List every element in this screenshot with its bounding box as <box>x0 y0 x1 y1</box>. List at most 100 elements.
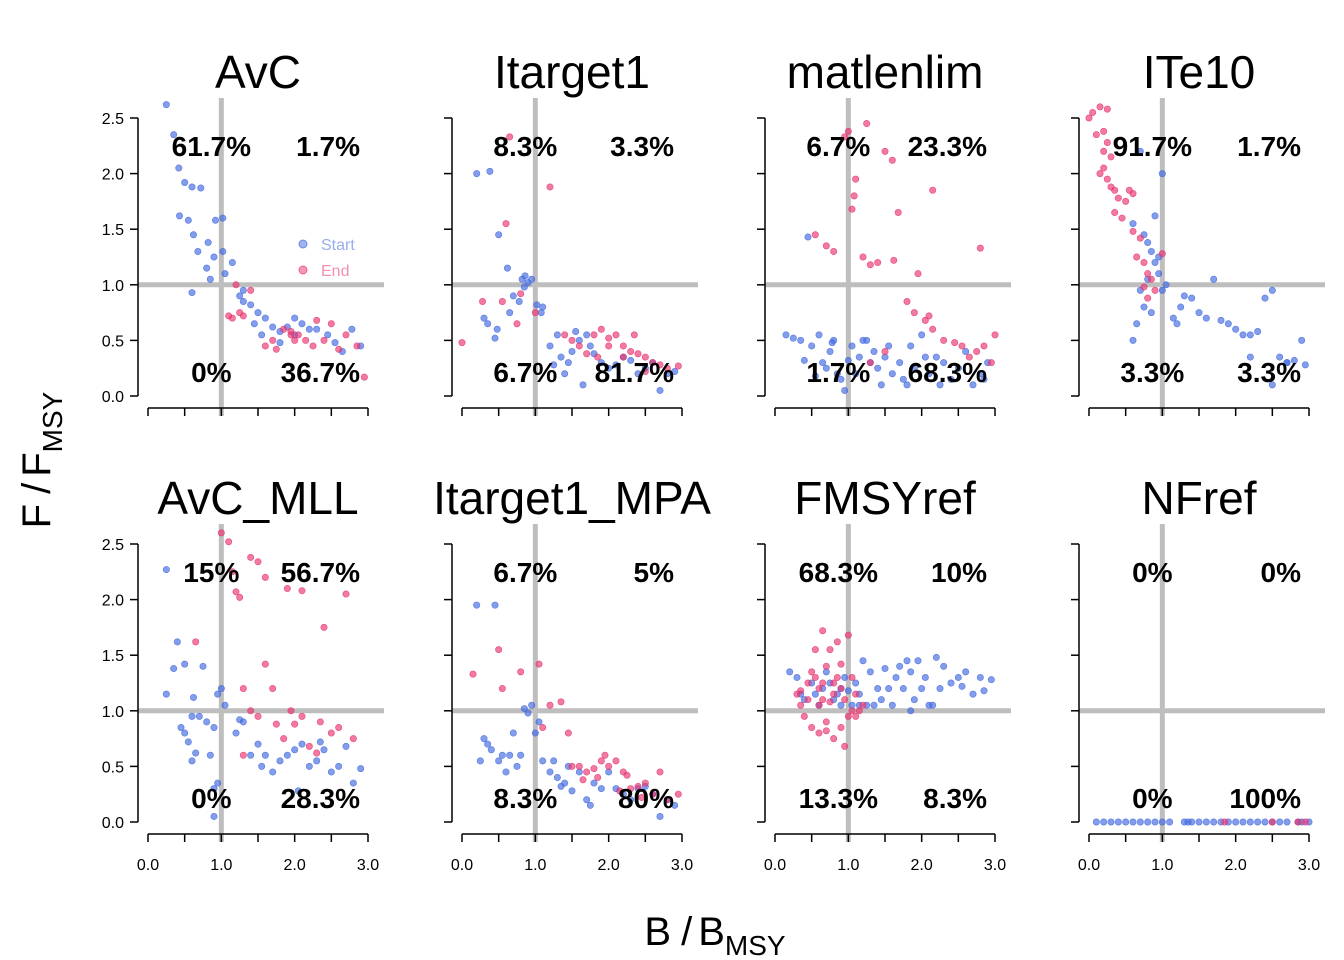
points-group <box>1085 103 1309 389</box>
start-point <box>918 685 926 693</box>
start-point <box>808 342 816 350</box>
quadrant-label-bottom-right: 100% <box>1229 783 1301 814</box>
end-point <box>1100 147 1108 155</box>
end-point <box>342 590 350 598</box>
y-tick-label: 0.5 <box>102 759 124 776</box>
end-point <box>605 762 613 770</box>
start-point <box>509 292 517 300</box>
points-group <box>458 133 682 394</box>
end-point <box>513 320 521 328</box>
start-point <box>1151 212 1159 220</box>
start-point <box>294 787 302 795</box>
end-point <box>228 568 236 576</box>
start-point <box>1246 353 1254 361</box>
end-point <box>822 662 830 670</box>
start-point <box>247 751 255 759</box>
end-point <box>269 336 277 344</box>
points-group <box>469 601 682 820</box>
end-point <box>1136 234 1144 242</box>
start-point <box>327 768 335 776</box>
start-point <box>918 331 926 339</box>
end-point <box>605 342 613 350</box>
start-point <box>1232 325 1240 333</box>
start-point <box>976 673 984 681</box>
quadrant-label-bottom-right: 28.3% <box>281 783 360 814</box>
end-point <box>517 668 525 676</box>
legend-marker-end <box>298 265 308 275</box>
end-point <box>844 712 852 720</box>
start-point <box>877 381 885 389</box>
panel-AvC: AvC 0.0 0.5 1.0 1.5 2.0 2.5 61.7% 1.7% 0% 36.7% Sta… <box>102 46 384 416</box>
end-point <box>517 290 525 298</box>
end-point <box>583 350 591 358</box>
end-point <box>850 192 858 200</box>
start-point <box>907 668 915 676</box>
end-point <box>808 668 816 676</box>
start-point <box>976 370 984 378</box>
end-point <box>353 342 361 350</box>
start-point <box>837 701 845 709</box>
start-point <box>925 370 933 378</box>
start-point <box>210 253 218 261</box>
start-point <box>1129 336 1137 344</box>
start-point <box>962 348 970 356</box>
quadrant-label-bottom-right: 68.3% <box>908 357 987 388</box>
start-point <box>1147 309 1155 317</box>
points-group <box>782 120 999 394</box>
start-point <box>826 348 834 356</box>
start-point <box>597 359 605 367</box>
end-point <box>458 339 466 347</box>
start-point <box>855 353 863 361</box>
x-tick-label: 2.0 <box>598 857 620 874</box>
end-point <box>866 261 874 269</box>
start-point <box>1122 818 1130 826</box>
end-point <box>539 723 547 731</box>
start-point <box>210 785 218 793</box>
quadrant-label-top-left: 6.7% <box>806 131 870 162</box>
start-point <box>568 348 576 356</box>
quadrant-label-top-left: 6.7% <box>493 557 557 588</box>
start-point <box>841 673 849 681</box>
end-point <box>841 696 849 704</box>
end-point <box>844 631 852 639</box>
quadrant-label-top-left: 91.7% <box>1113 131 1192 162</box>
end-point <box>641 353 649 361</box>
start-point <box>473 170 481 178</box>
y-axis-title-main: F <box>15 504 59 528</box>
end-point <box>1100 164 1108 172</box>
panel-title: Itarget1 <box>494 46 650 98</box>
x-tick-label: 3.0 <box>1298 857 1320 874</box>
end-point <box>852 175 860 183</box>
quadrant-label-bottom-right: 3.3% <box>1237 357 1301 388</box>
start-point <box>936 685 944 693</box>
start-point <box>197 184 205 192</box>
end-point <box>594 353 602 361</box>
start-point <box>888 370 896 378</box>
start-point <box>815 331 823 339</box>
end-point <box>1221 818 1229 826</box>
end-point <box>1129 227 1137 235</box>
start-point <box>1136 147 1144 155</box>
end-point <box>1096 103 1104 111</box>
end-point <box>247 707 255 715</box>
start-point <box>877 696 885 704</box>
start-point <box>583 796 591 804</box>
start-point <box>298 320 306 328</box>
start-point <box>605 364 613 372</box>
y-tick-label: 0.0 <box>102 815 124 832</box>
x-tick-label: 1.0 <box>837 857 859 874</box>
start-point <box>866 668 874 676</box>
start-point <box>892 673 900 681</box>
end-point <box>822 718 830 726</box>
end-point <box>335 345 343 353</box>
end-point <box>815 685 823 693</box>
start-point <box>1092 818 1100 826</box>
start-point <box>324 331 332 339</box>
start-point <box>1195 818 1203 826</box>
end-point <box>641 368 649 376</box>
start-point <box>170 131 178 139</box>
start-point <box>561 370 569 378</box>
end-point <box>848 707 856 715</box>
end-point <box>627 785 635 793</box>
